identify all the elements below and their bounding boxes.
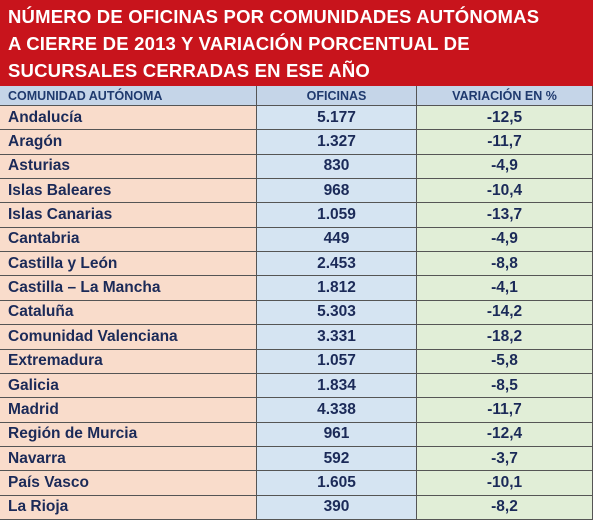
offices-cell: 449 <box>257 227 417 253</box>
region-cell: Andalucía <box>0 106 257 131</box>
variation-cell: -8,2 <box>417 495 593 520</box>
region-cell: Islas Baleares <box>0 179 257 204</box>
table: COMUNIDAD AUTÓNOMA OFICINAS VARIACIÓN EN %… <box>0 86 593 520</box>
region-cell: Castilla – La Mancha <box>0 276 257 301</box>
region-cell: Navarra <box>0 446 257 472</box>
offices-cell: 390 <box>257 495 417 520</box>
offices-cell: 5.177 <box>257 106 417 131</box>
region-cell: Cantabria <box>0 227 257 253</box>
region-cell: Cataluña <box>0 300 257 326</box>
variation-cell: -8,5 <box>417 373 593 399</box>
region-cell: Extremadura <box>0 349 257 374</box>
variation-cell: -12,4 <box>417 422 593 447</box>
offices-cell: 830 <box>257 154 417 180</box>
offices-cell: 592 <box>257 446 417 472</box>
variation-cell: -12,5 <box>417 106 593 131</box>
offices-cell: 968 <box>257 179 417 204</box>
title-line: NÚMERO DE OFICINAS POR COMUNIDADES AUTÓN… <box>8 6 540 27</box>
column-header: VARIACIÓN EN % <box>417 86 593 106</box>
region-cell: Castilla y León <box>0 252 257 277</box>
variation-cell: -11,7 <box>417 398 593 423</box>
column-header: COMUNIDAD AUTÓNOMA <box>0 86 257 106</box>
offices-cell: 1.059 <box>257 203 417 228</box>
variation-cell: -14,2 <box>417 300 593 326</box>
variation-cell: -5,8 <box>417 349 593 374</box>
variation-cell: -3,7 <box>417 446 593 472</box>
title-line: A CIERRE DE 2013 Y VARIACIÓN PORCENTUAL … <box>8 33 470 54</box>
variation-cell: -8,8 <box>417 252 593 277</box>
variation-cell: -18,2 <box>417 325 593 350</box>
offices-cell: 3.331 <box>257 325 417 350</box>
variation-cell: -4,9 <box>417 154 593 180</box>
offices-cell: 4.338 <box>257 398 417 423</box>
variation-cell: -10,1 <box>417 471 593 496</box>
offices-cell: 961 <box>257 422 417 447</box>
offices-cell: 1.605 <box>257 471 417 496</box>
region-cell: Islas Canarias <box>0 203 257 228</box>
region-cell: Madrid <box>0 398 257 423</box>
variation-cell: -13,7 <box>417 203 593 228</box>
column-header: OFICINAS <box>257 86 417 106</box>
region-cell: La Rioja <box>0 495 257 520</box>
title-line: SUCURSALES CERRADAS EN ESE AÑO <box>8 60 370 81</box>
region-cell: Región de Murcia <box>0 422 257 447</box>
variation-cell: -4,9 <box>417 227 593 253</box>
title-banner: NÚMERO DE OFICINAS POR COMUNIDADES AUTÓN… <box>0 0 593 86</box>
offices-cell: 1.812 <box>257 276 417 301</box>
region-cell: País Vasco <box>0 471 257 496</box>
region-cell: Aragón <box>0 130 257 155</box>
offices-cell: 2.453 <box>257 252 417 277</box>
variation-cell: -4,1 <box>417 276 593 301</box>
variation-cell: -10,4 <box>417 179 593 204</box>
offices-cell: 1.327 <box>257 130 417 155</box>
region-cell: Galicia <box>0 373 257 399</box>
offices-cell: 1.057 <box>257 349 417 374</box>
offices-cell: 1.834 <box>257 373 417 399</box>
offices-cell: 5.303 <box>257 300 417 326</box>
variation-cell: -11,7 <box>417 130 593 155</box>
region-cell: Comunidad Valenciana <box>0 325 257 350</box>
region-cell: Asturias <box>0 154 257 180</box>
